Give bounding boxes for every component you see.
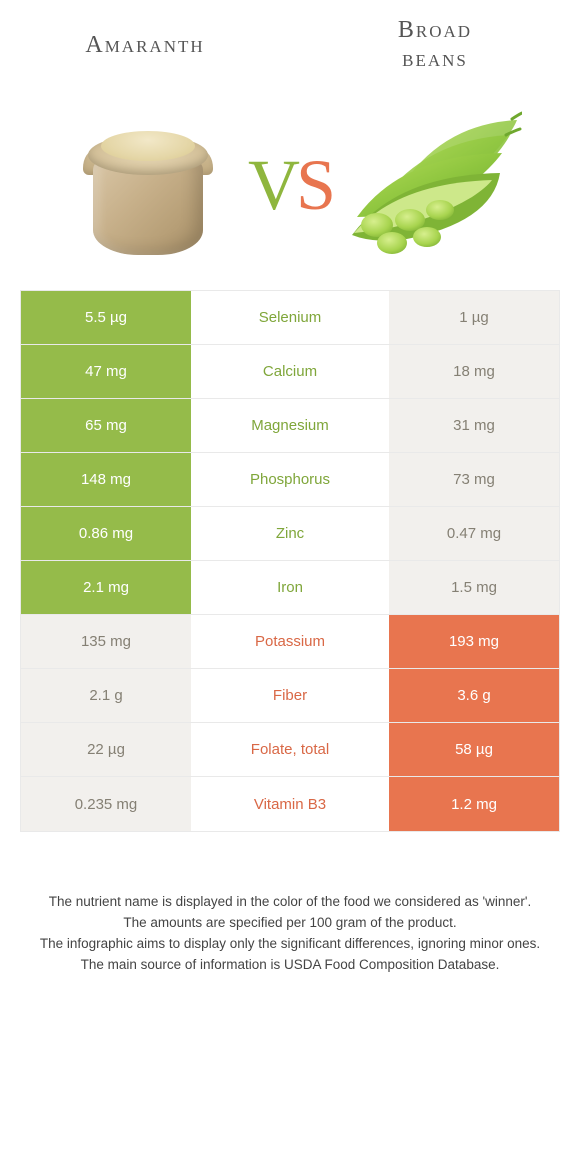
nutrient-name: Zinc <box>191 507 389 560</box>
left-value: 65 mg <box>21 399 191 452</box>
right-value: 31 mg <box>389 399 559 452</box>
nutrient-name: Magnesium <box>191 399 389 452</box>
footnote-line: The amounts are specified per 100 gram o… <box>30 913 550 934</box>
left-value: 0.235 mg <box>21 777 191 831</box>
footnote-line: The main source of information is USDA F… <box>30 955 550 976</box>
broad-beans-image <box>342 105 522 265</box>
amaranth-image <box>58 105 238 265</box>
right-value: 1 µg <box>389 291 559 344</box>
right-value: 58 µg <box>389 723 559 776</box>
nutrient-name: Calcium <box>191 345 389 398</box>
vs-v: V <box>248 145 296 225</box>
title-left: Amaranth <box>0 31 290 60</box>
vs-label: VS <box>248 144 332 227</box>
table-row: 47 mgCalcium18 mg <box>21 345 559 399</box>
right-value: 18 mg <box>389 345 559 398</box>
title-right-l1: Broad <box>398 17 472 43</box>
right-value: 193 mg <box>389 615 559 668</box>
nutrient-name: Fiber <box>191 669 389 722</box>
table-row: 22 µgFolate, total58 µg <box>21 723 559 777</box>
right-value: 73 mg <box>389 453 559 506</box>
table-row: 0.235 mgVitamin B31.2 mg <box>21 777 559 831</box>
nutrient-name: Phosphorus <box>191 453 389 506</box>
left-value: 2.1 g <box>21 669 191 722</box>
left-value: 47 mg <box>21 345 191 398</box>
title-row: Amaranth Broad beans <box>0 0 580 90</box>
left-value: 135 mg <box>21 615 191 668</box>
left-value: 148 mg <box>21 453 191 506</box>
table-row: 2.1 mgIron1.5 mg <box>21 561 559 615</box>
footnote-line: The infographic aims to display only the… <box>30 934 550 955</box>
table-row: 148 mgPhosphorus73 mg <box>21 453 559 507</box>
title-right: Broad beans <box>290 16 580 74</box>
beans-icon <box>342 105 522 255</box>
nutrient-name: Selenium <box>191 291 389 344</box>
right-value: 0.47 mg <box>389 507 559 560</box>
right-value: 1.2 mg <box>389 777 559 831</box>
footnotes: The nutrient name is displayed in the co… <box>30 892 550 976</box>
left-value: 0.86 mg <box>21 507 191 560</box>
grain-sack-icon <box>83 125 213 255</box>
left-value: 5.5 µg <box>21 291 191 344</box>
left-value: 2.1 mg <box>21 561 191 614</box>
table-row: 5.5 µgSelenium1 µg <box>21 291 559 345</box>
table-row: 135 mgPotassium193 mg <box>21 615 559 669</box>
left-value: 22 µg <box>21 723 191 776</box>
title-right-l2: beans <box>402 46 468 72</box>
comparison-table: 5.5 µgSelenium1 µg47 mgCalcium18 mg65 mg… <box>20 290 560 832</box>
table-row: 65 mgMagnesium31 mg <box>21 399 559 453</box>
footnote-line: The nutrient name is displayed in the co… <box>30 892 550 913</box>
right-value: 1.5 mg <box>389 561 559 614</box>
vs-s: S <box>296 145 332 225</box>
nutrient-name: Potassium <box>191 615 389 668</box>
right-value: 3.6 g <box>389 669 559 722</box>
table-row: 2.1 gFiber3.6 g <box>21 669 559 723</box>
nutrient-name: Iron <box>191 561 389 614</box>
nutrient-name: Folate, total <box>191 723 389 776</box>
table-row: 0.86 mgZinc0.47 mg <box>21 507 559 561</box>
nutrient-name: Vitamin B3 <box>191 777 389 831</box>
hero-row: VS <box>0 90 580 280</box>
